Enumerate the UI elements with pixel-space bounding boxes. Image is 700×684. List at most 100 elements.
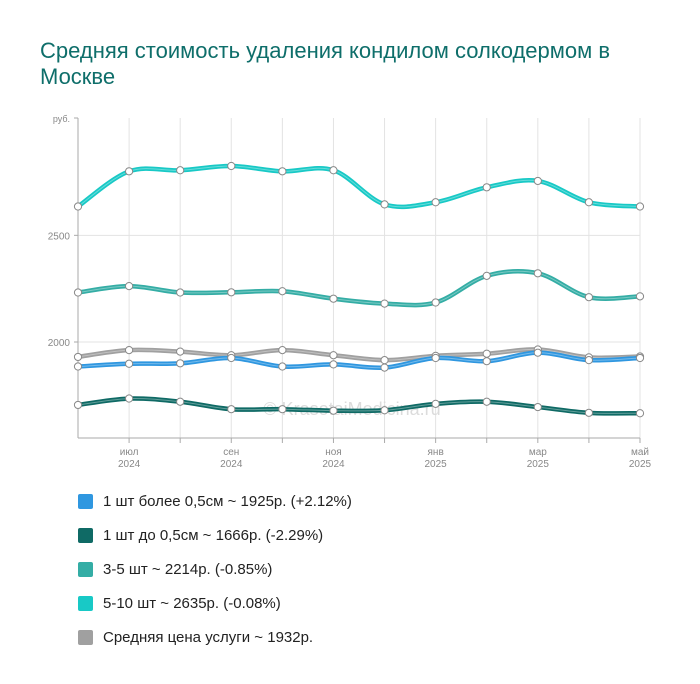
data-point [431,198,440,207]
data-point [176,166,185,175]
chart-title: Средняя стоимость удаления кондилом солк… [40,38,611,89]
data-point [278,405,287,414]
data-point [431,399,440,408]
data-point [635,409,645,418]
data-point [124,346,134,355]
y-tick-label: 2000 [48,338,71,349]
data-point [278,362,287,371]
y-tick-label: 2500 [48,231,71,242]
data-point [482,349,491,358]
data-point [73,288,83,297]
data-point [227,353,236,363]
data-point [635,353,645,363]
legend-swatch [78,493,93,509]
data-point [380,200,389,209]
data-point [124,359,134,368]
data-point [73,352,83,362]
points-layer [73,161,645,418]
x-tick-label: июл [120,447,139,458]
data-point [176,288,185,297]
x-tick-label: май [631,447,649,458]
data-point [278,287,287,296]
data-point [380,356,389,365]
legend-item[interactable]: 1 шт до 0,5см ~ 1666р. (-2.29%) [78,522,352,548]
legend-label: 1 шт до 0,5см ~ 1666р. (-2.29%) [103,526,324,544]
data-point [176,347,185,356]
line-chart: 20002500руб.июл2024сен2024ноя2024янв2025… [48,114,652,470]
x-tick-year-label: 2025 [527,459,550,470]
data-point [533,269,542,278]
legend-label: 5-10 шт ~ 2635р. (-0.08%) [103,594,281,612]
data-point [482,271,491,280]
data-point [329,360,338,369]
legend-swatch [78,561,93,577]
x-tick-year-label: 2025 [629,459,652,470]
x-tick-year-label: 2024 [118,459,141,470]
data-point [227,161,236,171]
data-point [533,348,542,357]
legend-item[interactable]: 3-5 шт ~ 2214р. (-0.85%) [78,556,352,582]
y-unit-label: руб. [53,114,70,124]
data-point [329,166,338,175]
legend-label: Средняя цена услуги ~ 1932р. [103,628,314,646]
legend: 1 шт более 0,5см ~ 1925р. (+2.12%) 1 шт … [78,488,352,658]
series-line-highlight [77,270,641,306]
data-point [73,202,83,211]
data-point [584,198,594,207]
data-point [584,356,594,365]
data-point [584,408,594,417]
data-point [329,294,338,303]
series-line [75,350,643,371]
legend-swatch [78,595,93,611]
data-point [73,362,83,371]
data-point [278,167,287,176]
legend-item[interactable]: 1 шт более 0,5см ~ 1925р. (+2.12%) [78,488,352,514]
legend-label: 1 шт более 0,5см ~ 1925р. (+2.12%) [103,492,352,510]
data-point [533,402,542,412]
axis-layer: 20002500руб.июл2024сен2024ноя2024янв2025… [48,114,652,470]
data-point [482,357,491,366]
series-line [75,269,643,308]
data-point [431,298,440,307]
series-line [75,347,643,363]
series-line-highlight [77,397,641,414]
data-point [329,351,338,360]
data-point [533,176,542,186]
data-point [482,183,491,192]
data-point [635,202,645,211]
x-tick-label: мар [529,447,547,458]
data-point [73,400,83,410]
data-point [227,405,236,414]
x-tick-year-label: 2024 [220,459,243,470]
series-line-highlight [77,348,641,361]
data-point [124,394,134,403]
series-layer [75,163,643,416]
data-point [124,282,134,291]
x-tick-label: янв [428,447,444,458]
legend-item[interactable]: Средняя цена услуги ~ 1932р. [78,624,352,650]
data-point [176,397,185,406]
x-tick-year-label: 2025 [425,459,448,470]
data-point [584,293,594,302]
x-tick-label: сен [223,447,239,458]
legend-swatch [78,629,93,645]
data-point [380,363,389,372]
data-point [635,292,645,301]
series-line [75,396,643,416]
legend-item[interactable]: 5-10 шт ~ 2635р. (-0.08%) [78,590,352,616]
data-point [124,167,134,176]
series-line-highlight [77,352,641,369]
grid-layer [78,118,641,438]
data-point [431,353,440,363]
data-point [380,299,389,308]
data-point [329,406,338,415]
data-point [380,406,389,415]
data-point [278,346,287,355]
legend-swatch [78,527,93,543]
data-point [482,397,491,406]
data-point [176,359,185,368]
series-line [75,163,643,210]
x-tick-label: ноя [325,447,342,458]
legend-label: 3-5 шт ~ 2214р. (-0.85%) [103,560,273,578]
data-point [227,288,236,297]
